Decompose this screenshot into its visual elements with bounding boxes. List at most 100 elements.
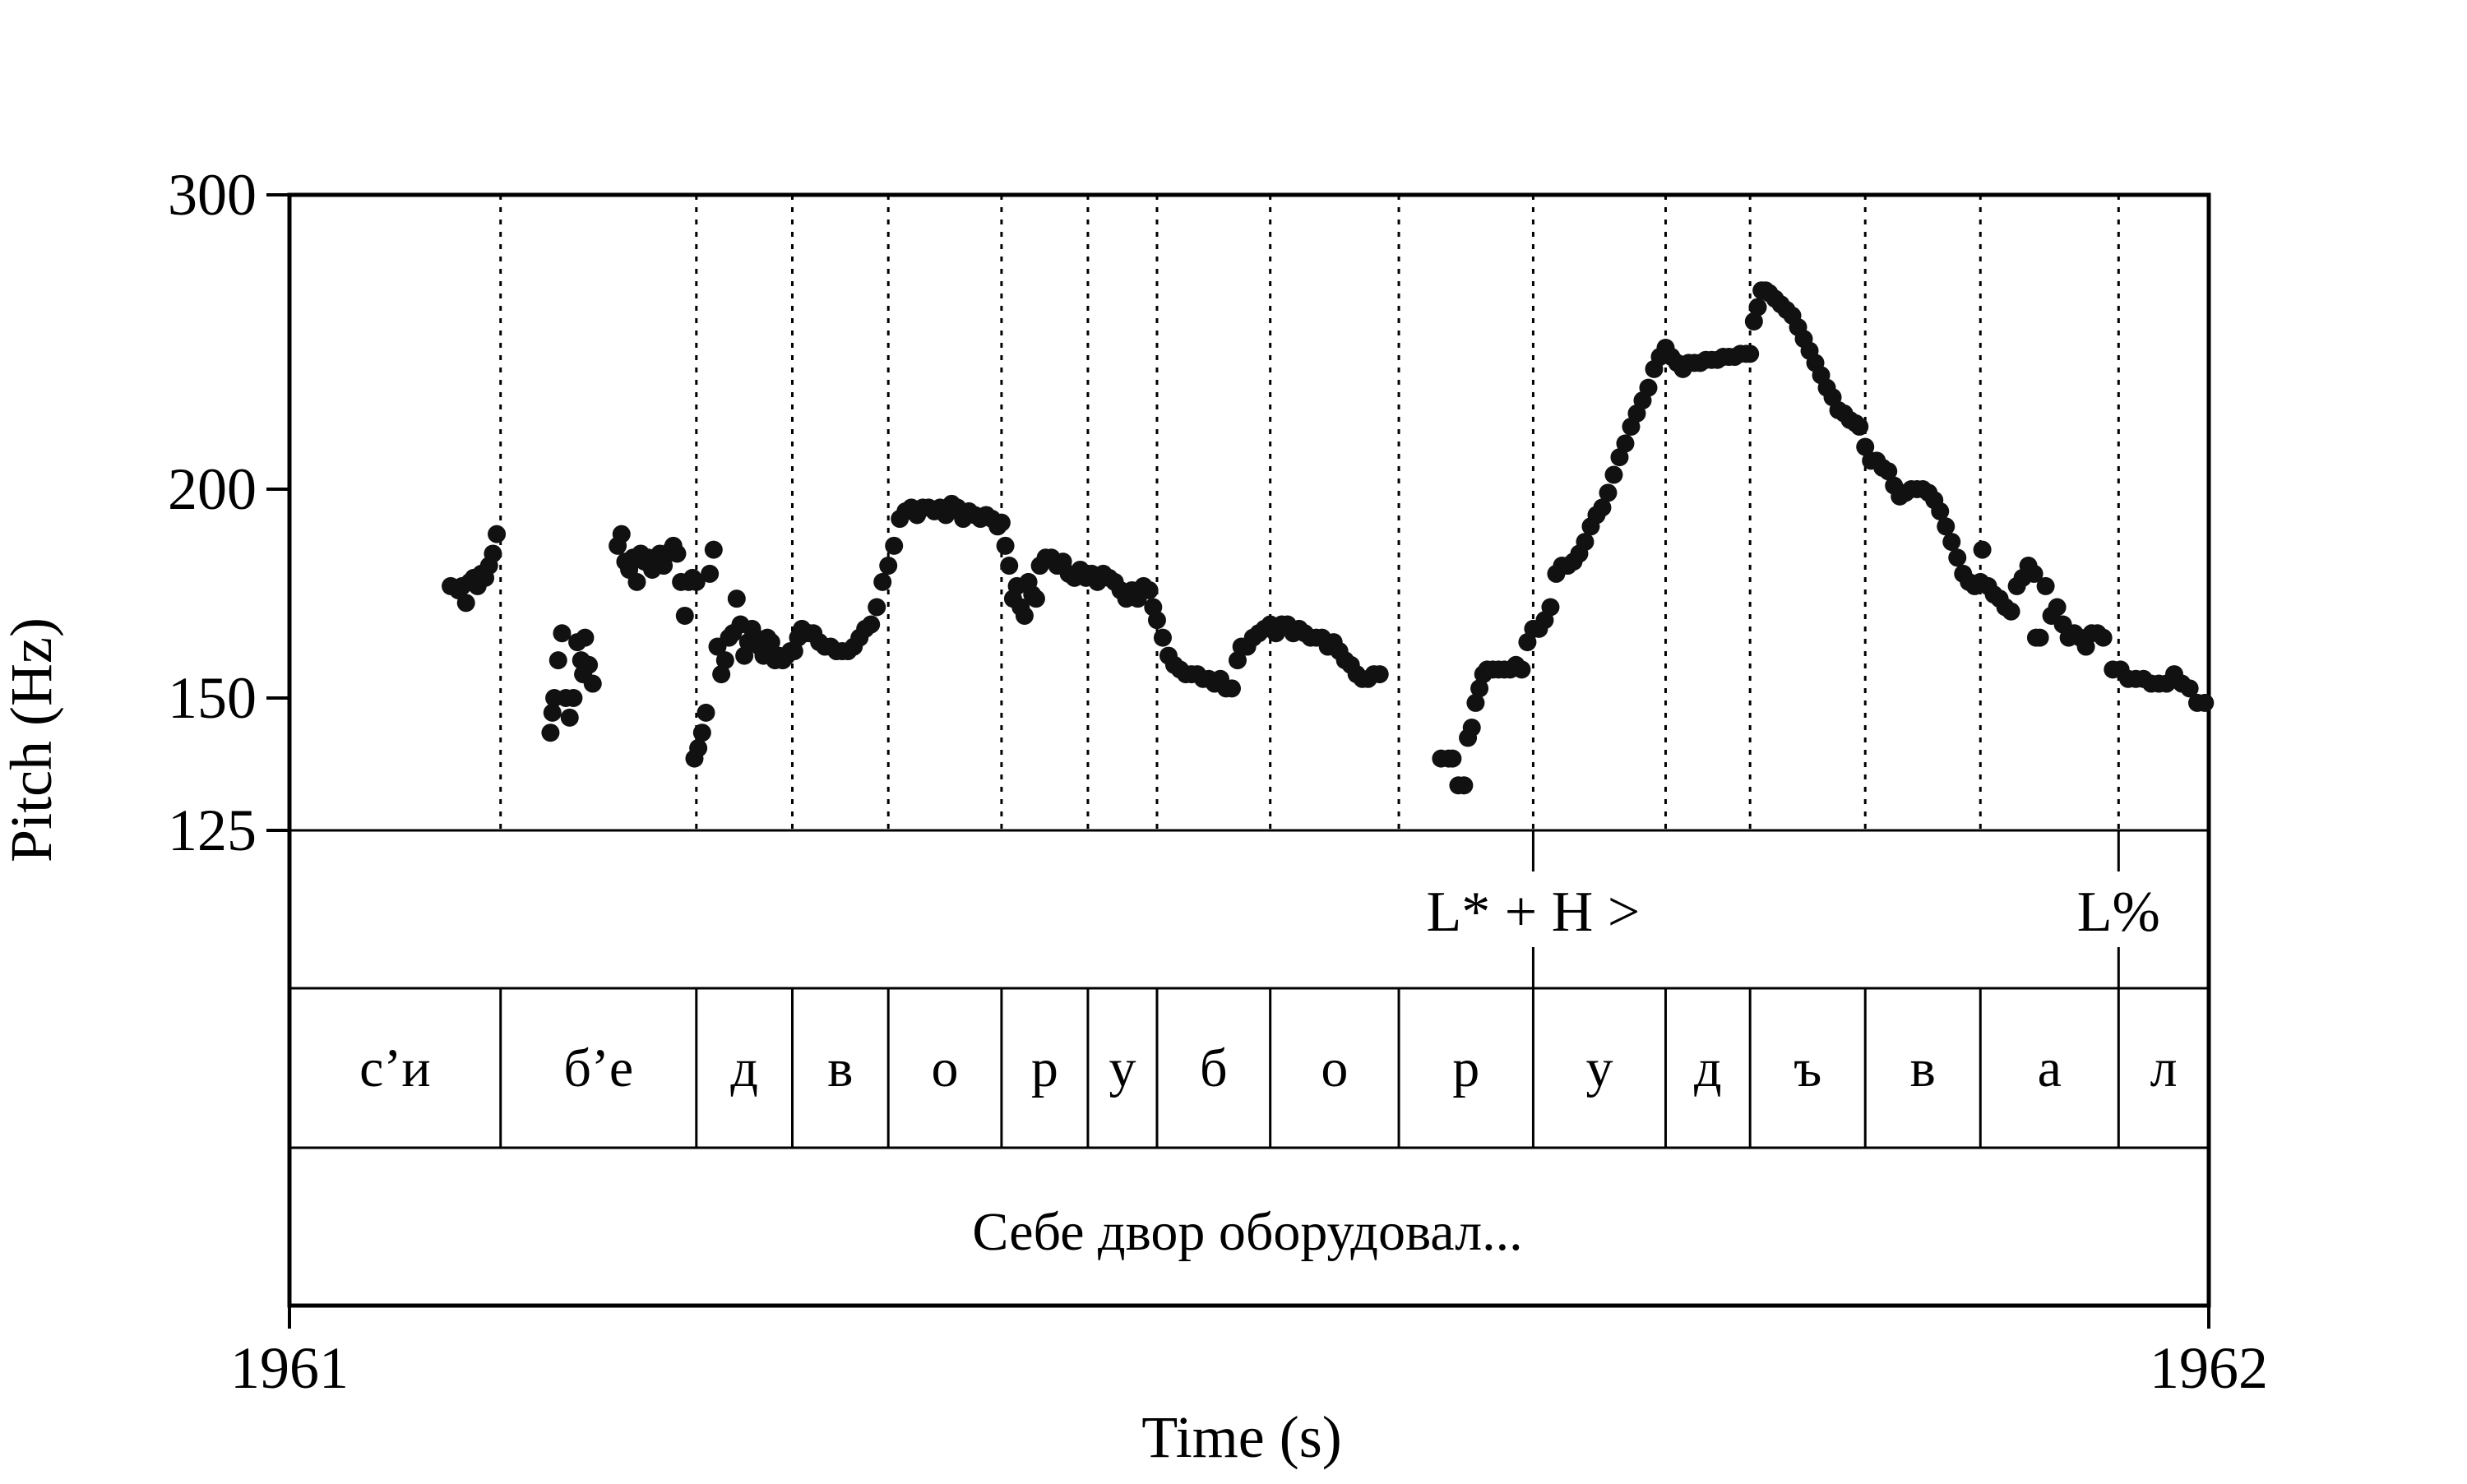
x-axis-title: Time (s): [1141, 1404, 1341, 1470]
pitch-point: [689, 738, 708, 757]
segment-label: ъ: [1794, 1038, 1821, 1098]
segment-label: в: [1910, 1038, 1936, 1098]
segment-label: д: [1694, 1038, 1722, 1098]
y-tick-label: 300: [168, 162, 257, 228]
pitch-point: [1455, 776, 1474, 795]
pitch-point: [1604, 465, 1623, 484]
pitch-point: [1370, 665, 1389, 684]
segment-label: р: [1031, 1038, 1058, 1098]
pitch-point: [548, 651, 567, 670]
pitch-point: [456, 594, 475, 613]
pitch-point: [1748, 298, 1767, 317]
pitch-point: [1744, 312, 1763, 331]
pitch-point: [2180, 679, 2199, 698]
pitch-point: [560, 708, 579, 727]
pitch-point: [1931, 502, 1950, 520]
pitch-point: [2094, 628, 2113, 647]
pitch-point: [1222, 679, 1241, 698]
pitch-point: [1026, 589, 1045, 608]
pitch-point: [687, 572, 706, 591]
pitch-point: [1228, 651, 1247, 670]
pitch-point: [1879, 462, 1898, 481]
segment-label: в: [827, 1038, 853, 1098]
pitch-point: [1639, 378, 1658, 397]
y-tick-label: 150: [168, 665, 257, 731]
pitch-point: [1593, 498, 1612, 517]
pitch-point: [553, 624, 572, 643]
y-axis-title: Pitch (Hz): [0, 617, 64, 862]
segment-label: с’и: [359, 1038, 431, 1098]
pitch-point: [576, 628, 595, 647]
pitch-point: [1466, 693, 1485, 712]
pitch-point: [1599, 483, 1618, 502]
pitch-point: [1948, 548, 1967, 567]
pitch-point: [885, 536, 904, 555]
pitch-point: [1470, 679, 1489, 698]
pitch-point: [2036, 576, 2055, 595]
pitch-point: [996, 536, 1015, 555]
pitch-point: [868, 598, 886, 617]
pitch-point: [1973, 540, 1992, 559]
pitch-point: [1147, 611, 1166, 630]
pitch-point: [1462, 719, 1481, 737]
segment-label: о: [932, 1038, 959, 1098]
pitch-point: [1576, 533, 1595, 552]
sentence-transcription: Себе двор оборудовал...: [972, 1202, 1522, 1262]
pitch-point: [761, 633, 780, 652]
segment-label: л: [2150, 1038, 2178, 1098]
pitch-point: [484, 544, 502, 563]
segment-label: у: [1109, 1038, 1136, 1098]
pitch-point: [879, 557, 898, 576]
pitch-point: [701, 564, 720, 583]
pitch-point: [543, 703, 562, 722]
pitch-point: [873, 572, 892, 591]
segment-label: б’е: [563, 1038, 633, 1098]
pitch-point: [627, 572, 646, 591]
pitch-point: [564, 689, 583, 708]
segment-label: б: [1200, 1038, 1228, 1098]
x-tick-label: 1961: [230, 1335, 349, 1401]
pitch-point: [2002, 602, 2020, 621]
pitch-point: [2048, 598, 2067, 617]
pitch-point: [1856, 437, 1875, 456]
y-tick-label: 125: [168, 797, 257, 863]
pitch-point: [735, 646, 754, 665]
segment-label: у: [1585, 1038, 1613, 1098]
pitch-point: [1000, 557, 1019, 576]
pitch-point: [712, 665, 731, 684]
pitch-point: [992, 513, 1011, 532]
pitch-point: [1942, 533, 1961, 552]
pitch-point: [612, 525, 631, 543]
y-tick-label: 200: [168, 456, 257, 522]
pitch-point: [727, 589, 746, 608]
pitch-point: [1541, 598, 1560, 617]
pitch-point: [1850, 417, 1869, 436]
tone-label: L%: [2077, 881, 2160, 944]
pitch-point: [1140, 580, 1159, 599]
pitch-point: [1741, 344, 1760, 363]
tone-label: L* + H >: [1427, 881, 1641, 944]
segment-label: р: [1452, 1038, 1479, 1098]
pitch-point: [704, 540, 723, 559]
pitch-point: [1937, 517, 1956, 536]
pitch-point: [1153, 628, 1172, 647]
x-tick-label: 1962: [2150, 1335, 2268, 1401]
pitch-point: [1015, 606, 1034, 625]
pitch-point: [697, 703, 715, 722]
pitch-point: [541, 724, 560, 742]
segment-label: о: [1321, 1038, 1348, 1098]
pitch-point: [692, 724, 711, 742]
segment-label: а: [2038, 1038, 2062, 1098]
plot-frame: [287, 192, 2211, 1308]
pitch-point: [583, 674, 602, 693]
pitch-point: [668, 544, 687, 563]
pitch-point: [2196, 693, 2215, 712]
pitch-point: [862, 615, 881, 634]
segment-label: д: [730, 1038, 758, 1098]
pitch-point: [580, 655, 599, 674]
pitch-point: [1443, 749, 1462, 768]
pitch-point: [675, 606, 694, 625]
pitch-point: [1616, 434, 1635, 453]
